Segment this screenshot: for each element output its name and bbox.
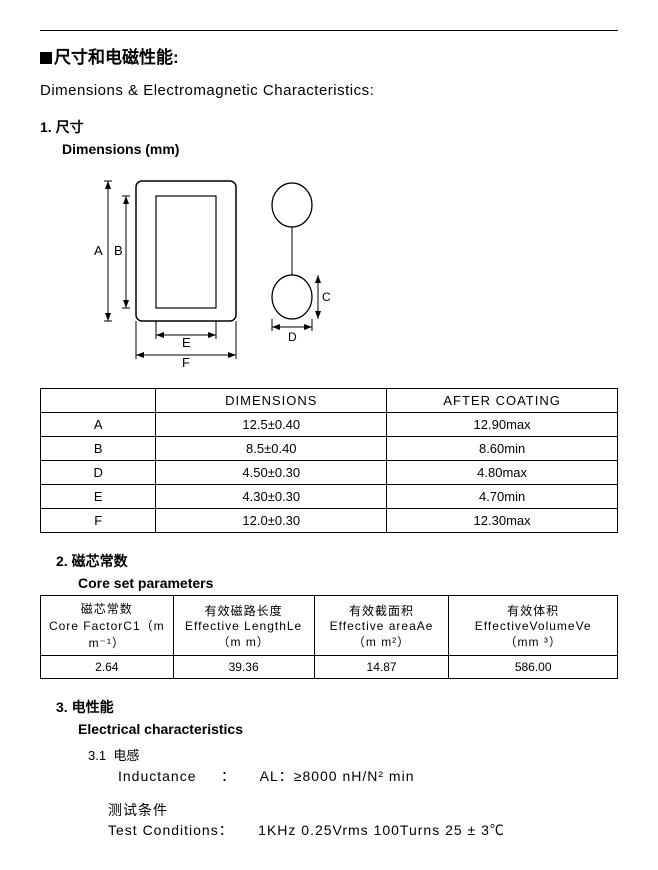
sec2-title-en: Core set parameters — [78, 575, 618, 591]
sec2-heading: 2. 磁芯常数 — [56, 551, 618, 571]
diag-label-F: F — [182, 355, 190, 370]
sec1-title-cn: 尺寸 — [56, 119, 84, 135]
sec3-heading: 3. 电性能 — [56, 697, 618, 717]
table-row: 2.64 39.36 14.87 586.00 — [41, 656, 618, 679]
sec1-num: 1. — [40, 119, 52, 135]
core-params-table: 磁芯常数 Core FactorC1（m m⁻¹） 有效磁路长度 Effecti… — [40, 595, 618, 679]
inductance-value: AL：≥8000 nH/N² min — [260, 768, 415, 784]
inductance-label: Inductance — [118, 768, 197, 784]
main-title-en: Dimensions & Electromagnetic Characteris… — [40, 82, 618, 99]
table-header-row: 磁芯常数 Core FactorC1（m m⁻¹） 有效磁路长度 Effecti… — [41, 596, 618, 656]
sec2-title-cn: 磁芯常数 — [72, 553, 128, 569]
core-hdr-3: 有效体积 EffectiveVolumeVe （mm ³） — [449, 596, 618, 656]
sec3-sub-cn: 电感 — [113, 748, 139, 763]
sec2-num: 2. — [56, 553, 68, 569]
test-en-line: Test Conditions： 1KHz 0.25Vrms 100Turns … — [108, 820, 618, 840]
table-row: D 4.50±0.30 4.80max — [41, 461, 618, 485]
diagram-svg: A B E F C D — [80, 171, 340, 371]
sec3-title-cn: 电性能 — [72, 699, 114, 715]
sec1-heading: 1. 尺寸 — [40, 117, 618, 137]
dims-hdr-0 — [41, 389, 156, 413]
sec1-title-en: Dimensions (mm) — [62, 141, 618, 157]
core-hdr-1: 有效磁路长度 Effective LengthLe（m m） — [173, 596, 314, 656]
diag-label-D: D — [288, 330, 297, 344]
table-row: A 12.5±0.40 12.90max — [41, 413, 618, 437]
inductance-line: Inductance ： AL：≥8000 nH/N² min — [118, 766, 618, 786]
dims-hdr-2: AFTER COATING — [387, 389, 618, 413]
main-title-cn: 尺寸和电磁性能: — [54, 48, 179, 67]
dimension-diagram: A B E F C D — [80, 171, 618, 374]
diag-label-B: B — [114, 243, 123, 258]
table-row: F 12.0±0.30 12.30max — [41, 509, 618, 533]
table-header-row: DIMENSIONS AFTER COATING — [41, 389, 618, 413]
dims-hdr-1: DIMENSIONS — [156, 389, 387, 413]
dimensions-table: DIMENSIONS AFTER COATING A 12.5±0.40 12.… — [40, 388, 618, 533]
sec3-sub-num: 3.1 — [88, 748, 106, 763]
square-bullet-icon — [40, 52, 52, 64]
test-cn: 测试条件 — [108, 800, 618, 820]
test-val: 1KHz 0.25Vrms 100Turns 25 ± 3℃ — [258, 822, 505, 838]
sec3-sub-heading: 3.1 电感 — [88, 745, 618, 764]
inductance-colon: ： — [221, 768, 236, 784]
test-conditions: 测试条件 Test Conditions： 1KHz 0.25Vrms 100T… — [108, 800, 618, 840]
table-row: E 4.30±0.30 4.70min — [41, 485, 618, 509]
diag-label-A: A — [94, 243, 103, 258]
diag-label-E: E — [182, 335, 191, 350]
core-hdr-0: 磁芯常数 Core FactorC1（m m⁻¹） — [41, 596, 174, 656]
test-en: Test Conditions： — [108, 822, 234, 838]
core-hdr-2: 有效截面积 Effective areaAe（m m²） — [314, 596, 449, 656]
top-rule — [40, 30, 618, 31]
table-row: B 8.5±0.40 8.60min — [41, 437, 618, 461]
main-title: 尺寸和电磁性能: — [40, 43, 618, 68]
diag-label-C: C — [322, 290, 331, 304]
sec3-title-en: Electrical characteristics — [78, 721, 618, 737]
sec3-num: 3. — [56, 699, 68, 715]
